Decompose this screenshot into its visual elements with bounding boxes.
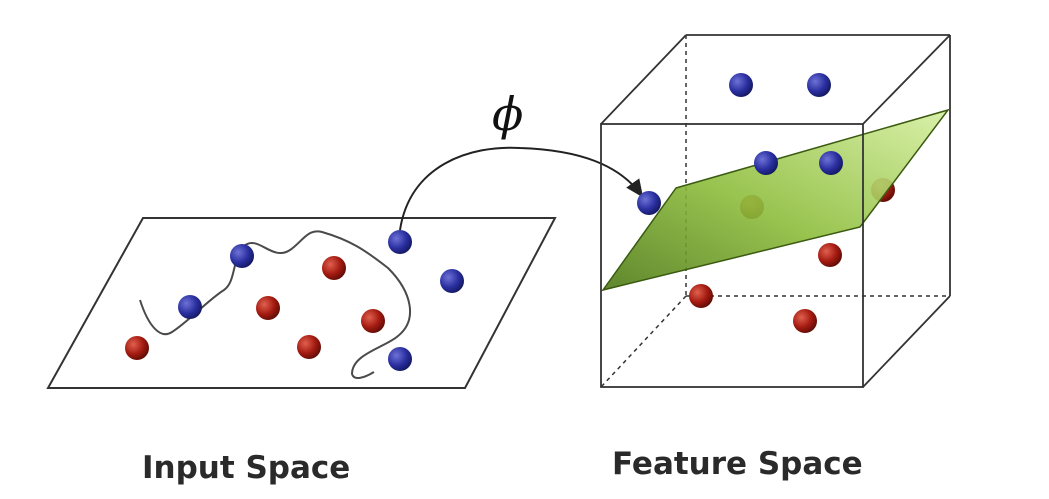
data-point-red xyxy=(818,243,842,267)
phi-arrow-curve xyxy=(399,146,644,231)
input-points xyxy=(125,230,464,371)
data-point-blue xyxy=(388,347,412,371)
cube-front-face xyxy=(600,123,864,388)
phi-symbol: ϕ xyxy=(492,87,523,141)
input-space-caption: Input Space xyxy=(142,450,351,486)
data-point-blue xyxy=(178,295,202,319)
data-point-blue xyxy=(754,151,778,175)
data-point-red xyxy=(297,335,321,359)
data-point-red xyxy=(256,296,280,320)
feature-space-panel xyxy=(600,34,951,388)
data-point-blue xyxy=(807,73,831,97)
input-space-panel xyxy=(46,217,557,389)
data-point-blue xyxy=(388,230,412,254)
data-point-red xyxy=(793,309,817,333)
data-point-red xyxy=(361,309,385,333)
hidden-edge xyxy=(600,295,687,388)
data-point-blue xyxy=(230,244,254,268)
data-point-blue xyxy=(637,191,661,215)
separating-hyperplane xyxy=(601,108,950,292)
data-point-red xyxy=(322,256,346,280)
feature-space-caption: Feature Space xyxy=(612,446,863,482)
data-point-blue xyxy=(440,269,464,293)
mapping-arrow: ϕ xyxy=(399,87,644,231)
data-point-blue xyxy=(819,151,843,175)
data-point-red xyxy=(689,284,713,308)
data-point-blue xyxy=(729,73,753,97)
input-plane xyxy=(46,217,557,389)
data-point-red xyxy=(125,336,149,360)
